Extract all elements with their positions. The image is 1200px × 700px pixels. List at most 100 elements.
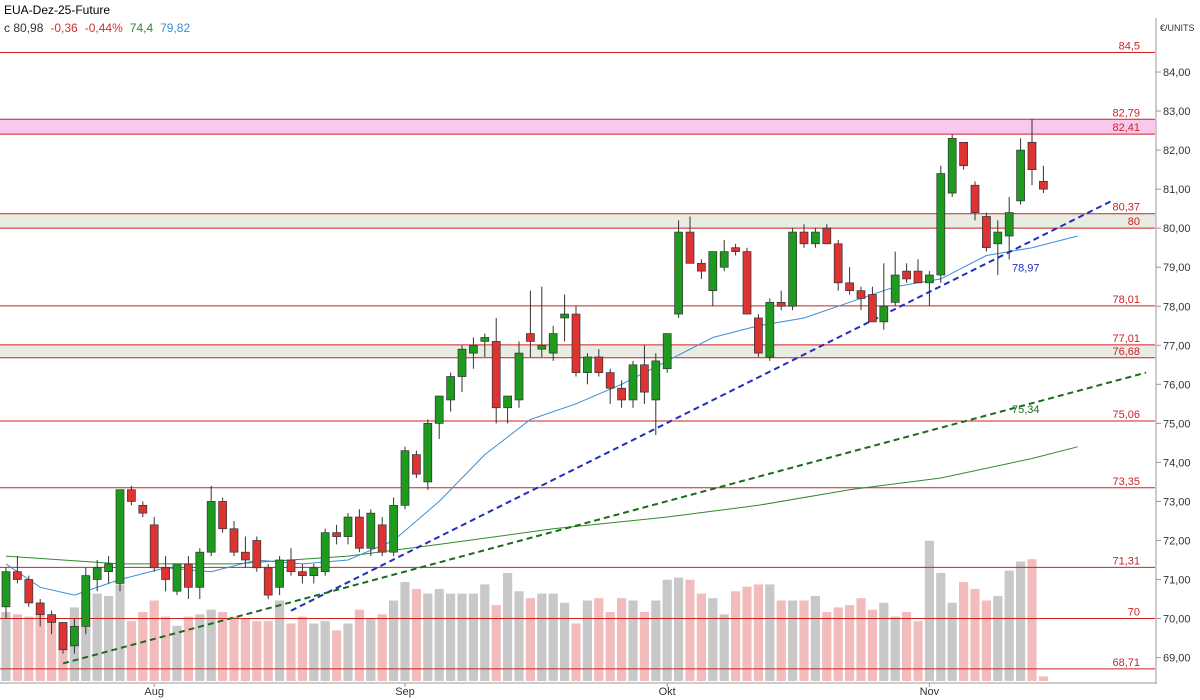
volume-bar xyxy=(12,614,22,681)
volume-bar xyxy=(229,616,239,681)
candle-body xyxy=(993,231,1003,245)
candle-body xyxy=(651,360,661,401)
volume-bar xyxy=(742,586,752,681)
candle xyxy=(58,622,68,654)
candle xyxy=(925,271,934,307)
candle-body xyxy=(685,231,695,264)
candle xyxy=(127,485,136,506)
volume-bar xyxy=(1004,570,1014,681)
volume-bar xyxy=(503,572,513,681)
volume-bar xyxy=(936,572,946,681)
candle-body xyxy=(605,372,615,389)
candle-body xyxy=(423,423,433,483)
candle-body xyxy=(263,567,273,596)
candle xyxy=(275,556,284,596)
level-label: 80,37 xyxy=(1112,202,1140,214)
candle xyxy=(879,263,889,330)
zone-resistance xyxy=(0,119,1155,135)
candle-body xyxy=(503,395,512,409)
candle-body xyxy=(298,571,307,576)
candle-body xyxy=(309,567,319,576)
volume-bar xyxy=(605,612,615,681)
candle xyxy=(1004,196,1014,260)
candle-body xyxy=(184,563,193,588)
candle-body xyxy=(377,524,387,553)
volume-bar xyxy=(35,612,45,681)
volume-bar xyxy=(959,582,969,681)
trendlines-layer: 78,97 75,34 xyxy=(62,199,1147,665)
candle xyxy=(503,395,512,424)
price-tick-label: 71,00 xyxy=(1163,575,1191,587)
volume-bar xyxy=(172,625,182,681)
time-tick-label: Nov xyxy=(920,686,940,698)
volume-bar xyxy=(457,593,467,681)
price-tick-label: 72,00 xyxy=(1163,535,1191,547)
candle-body xyxy=(697,262,706,272)
price-tick-label: 76,00 xyxy=(1163,379,1191,391)
volume-bar xyxy=(890,616,900,681)
time-tick-label: Aug xyxy=(144,686,164,698)
level-label: 82,41 xyxy=(1112,122,1140,134)
candle-body xyxy=(104,563,113,573)
candle xyxy=(583,353,592,385)
candle-body xyxy=(138,504,148,514)
volume-bar xyxy=(275,600,285,681)
trend-value-label: 75,34 xyxy=(1012,404,1040,416)
candle-body xyxy=(868,294,877,323)
candle xyxy=(457,345,467,393)
candle-body xyxy=(982,216,991,249)
volume-bar xyxy=(400,582,410,681)
volume-bar xyxy=(799,600,809,681)
volume-bar xyxy=(708,598,718,681)
volume-bar xyxy=(810,595,820,681)
price-tick-label: 77,00 xyxy=(1163,340,1191,352)
volume-bar xyxy=(183,616,193,681)
price-axis: €/UNITS 84,00 83,00 82,00 81,00 80,00 79,00 78,… xyxy=(1155,18,1195,684)
volume-bar xyxy=(628,600,638,681)
time-axis: Aug Sep Okt Nov xyxy=(0,682,1156,698)
price-tick-label: 78,00 xyxy=(1163,301,1191,313)
candle-body xyxy=(959,141,968,167)
candle-body xyxy=(366,512,376,549)
candle xyxy=(845,267,854,295)
volume-bar xyxy=(389,600,399,681)
price-tick-label: 73,00 xyxy=(1163,496,1191,508)
candle xyxy=(218,497,227,533)
candle-body xyxy=(1027,141,1037,170)
volume-bar xyxy=(571,623,581,681)
candle-body xyxy=(548,333,558,354)
candle-body xyxy=(70,625,79,647)
candle xyxy=(868,286,877,323)
candle-body xyxy=(1016,149,1025,202)
volume-bar xyxy=(731,591,741,681)
candle xyxy=(423,419,433,490)
candle xyxy=(47,610,56,635)
candle xyxy=(13,556,22,584)
candle-body xyxy=(195,551,205,588)
candle xyxy=(469,337,478,369)
candle-body xyxy=(24,579,34,604)
candle-body xyxy=(662,333,672,370)
candle-body xyxy=(640,364,649,393)
candle xyxy=(605,368,615,404)
volume-bar xyxy=(81,600,91,681)
volume-bar xyxy=(924,540,934,681)
volume-bar xyxy=(92,593,102,681)
volume-bar xyxy=(1038,676,1048,681)
candle xyxy=(560,294,569,342)
candle-body xyxy=(446,376,455,401)
candle-body xyxy=(172,563,182,592)
candle xyxy=(548,325,558,361)
candle-body xyxy=(400,450,410,506)
candle xyxy=(970,181,980,221)
candle-body xyxy=(845,282,854,291)
volume-bar xyxy=(537,593,547,681)
candle xyxy=(890,251,900,307)
volume-bar xyxy=(332,630,342,681)
candle xyxy=(229,520,239,557)
candle xyxy=(788,228,797,311)
close-value: c 80,98 xyxy=(4,21,44,35)
candle-body xyxy=(355,516,364,549)
candle-body xyxy=(469,344,478,354)
